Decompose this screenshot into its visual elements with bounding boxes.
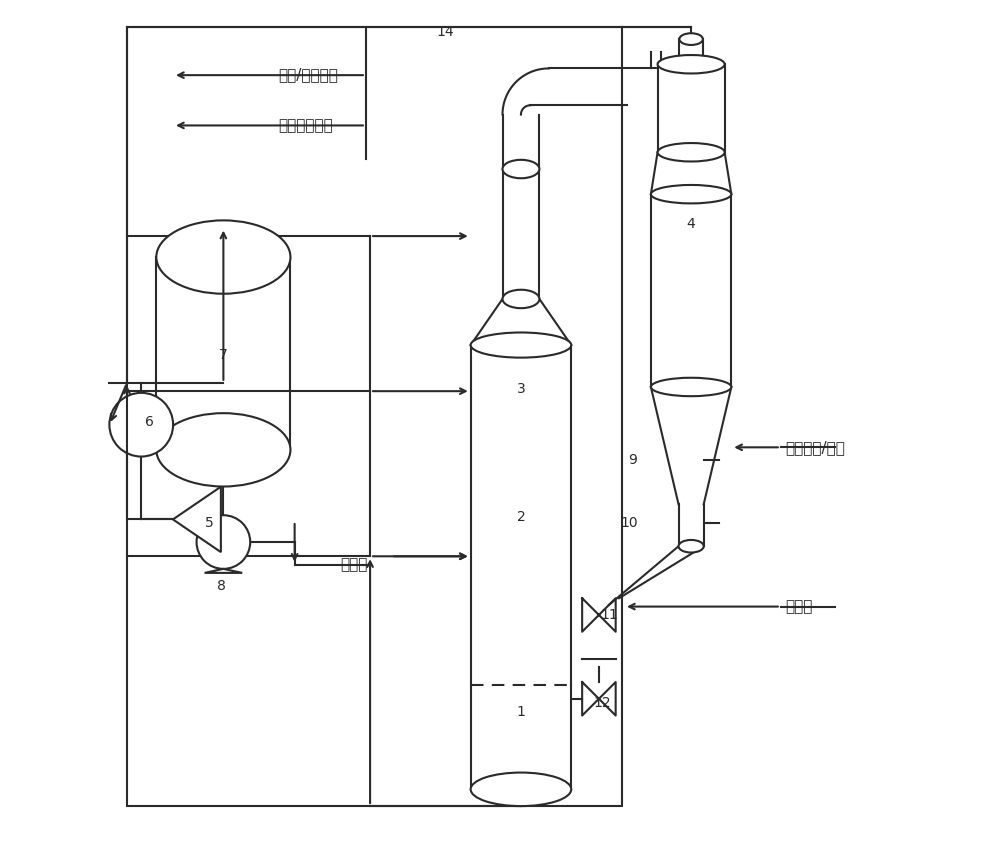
Text: 6: 6 xyxy=(145,415,154,429)
Circle shape xyxy=(197,516,250,569)
Text: 11: 11 xyxy=(600,608,618,622)
Text: 分子量调节剑: 分子量调节剑 xyxy=(278,118,333,133)
Text: 单体/共聚单体: 单体/共聚单体 xyxy=(278,67,338,82)
Text: 3: 3 xyxy=(517,382,525,395)
Text: 5: 5 xyxy=(205,516,214,530)
Text: 低温气体/液体: 低温气体/液体 xyxy=(785,440,845,455)
Ellipse shape xyxy=(651,378,731,396)
Ellipse shape xyxy=(471,773,571,806)
Ellipse shape xyxy=(503,290,539,308)
Bar xyxy=(651,194,731,387)
Bar xyxy=(127,27,622,806)
Text: 松动气: 松动气 xyxy=(785,599,812,614)
Ellipse shape xyxy=(679,34,703,45)
Text: 10: 10 xyxy=(620,516,638,530)
Text: 14: 14 xyxy=(437,25,454,40)
Ellipse shape xyxy=(658,55,725,73)
Text: 2: 2 xyxy=(517,510,525,524)
Text: 12: 12 xyxy=(593,696,611,710)
Ellipse shape xyxy=(679,540,704,553)
Ellipse shape xyxy=(471,332,571,357)
Text: 1: 1 xyxy=(517,706,525,719)
Text: 催化剑: 催化剑 xyxy=(341,558,368,572)
Ellipse shape xyxy=(156,220,290,294)
Text: 4: 4 xyxy=(687,216,695,230)
Circle shape xyxy=(109,393,173,457)
Bar xyxy=(156,257,290,450)
Text: 8: 8 xyxy=(217,579,226,593)
Bar xyxy=(658,64,725,152)
Ellipse shape xyxy=(651,185,731,204)
Polygon shape xyxy=(205,569,242,573)
Ellipse shape xyxy=(503,160,539,178)
Ellipse shape xyxy=(156,413,290,486)
Polygon shape xyxy=(173,487,221,552)
Text: 9: 9 xyxy=(628,453,637,467)
Text: 7: 7 xyxy=(219,348,228,362)
Ellipse shape xyxy=(658,143,725,161)
